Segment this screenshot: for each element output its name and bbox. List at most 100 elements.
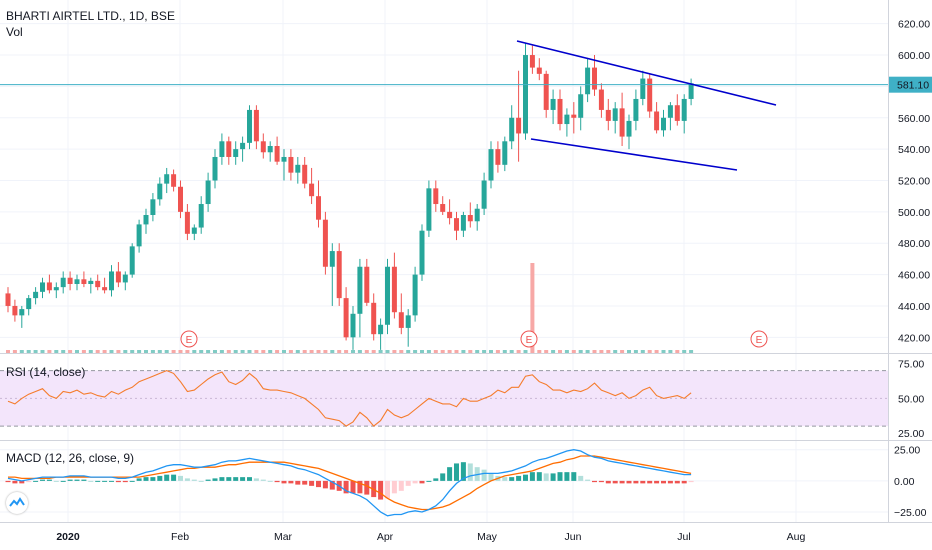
candle-body (357, 266, 363, 314)
macd-histogram-bar (536, 472, 542, 481)
candle-body (454, 218, 459, 231)
price-tick-label: 440.00 (898, 301, 930, 313)
candle-body (564, 114, 570, 125)
price-tick-label: 600.00 (898, 50, 930, 62)
volume-bar (206, 350, 211, 353)
macd-histogram-bar (654, 480, 660, 484)
macd-histogram-bar (219, 477, 225, 481)
price-tick-label: 560.00 (898, 113, 930, 125)
volume-bar (40, 350, 45, 353)
volume-bar (627, 350, 631, 353)
volume-bar (330, 350, 335, 353)
macd-histogram-bar (157, 475, 163, 481)
candle-body (647, 78, 653, 112)
volume-bar (144, 350, 148, 353)
earnings-marker-label: E (186, 335, 193, 346)
volume-bar (475, 350, 480, 353)
candle-body (33, 291, 39, 299)
volume-bar (295, 350, 300, 353)
candle-body (26, 298, 32, 310)
volume-bar (578, 350, 583, 353)
macd-histogram-bar (550, 473, 556, 481)
volume-bar (323, 350, 328, 353)
volume-bar (178, 350, 183, 353)
volume-bar (426, 350, 431, 353)
candle-body (60, 277, 66, 288)
price-tick-label: 540.00 (898, 144, 930, 156)
candle-body (5, 293, 11, 306)
volume-bar (413, 350, 418, 353)
macd-histogram-bar (350, 480, 356, 494)
macd-histogram-bar (129, 480, 135, 482)
volume-bar (668, 350, 673, 353)
candle-body (598, 89, 604, 110)
volume-bar (406, 350, 411, 353)
macd-histogram-bar (529, 472, 535, 481)
macd-tick-label: 25.00 (894, 445, 920, 457)
volume-bar (654, 350, 659, 353)
price-tick-label: 500.00 (898, 207, 930, 219)
macd-histogram-bar (143, 477, 149, 481)
candle-body (529, 55, 535, 68)
macd-histogram-bar (467, 463, 473, 481)
candle-body (674, 105, 680, 121)
candle-body (619, 108, 625, 137)
volume-bar (109, 350, 114, 353)
macd-histogram-bar (74, 479, 80, 481)
macd-histogram-bar (674, 480, 680, 484)
last-price-badge-label: 581.10 (897, 80, 929, 92)
macd-histogram-bar (592, 480, 597, 483)
time-tick-label: Aug (787, 531, 806, 543)
last-price-badge (889, 76, 932, 93)
candle-body (302, 164, 308, 184)
price-tick-label: 620.00 (898, 19, 930, 31)
candle-body (164, 174, 170, 184)
candle-body (115, 271, 121, 283)
macd-histogram-bar (12, 480, 18, 484)
macd-histogram-bar (633, 480, 639, 484)
macd-histogram-bar (612, 480, 618, 484)
volume-bar (102, 350, 107, 353)
candle-body (585, 67, 591, 95)
volume-bar (392, 350, 397, 353)
time-tick-label: Mar (274, 531, 293, 543)
volume-bar (344, 350, 349, 353)
volume-bar (192, 350, 197, 353)
volume-bar (647, 350, 652, 353)
macd-tick-label: 0.00 (894, 476, 915, 488)
candle-body (74, 279, 80, 284)
macd-histogram-bar (26, 480, 32, 483)
candle-body (316, 196, 321, 220)
candle-body (212, 156, 218, 181)
candle-body (40, 282, 45, 292)
volume-bar (675, 350, 680, 353)
candle-body (281, 156, 287, 162)
macd-histogram-bar (191, 479, 197, 481)
volume-bar (454, 350, 459, 353)
macd-histogram-bar (619, 480, 625, 484)
macd-histogram-bar (433, 478, 439, 481)
candle-body (322, 219, 328, 267)
tradingview-logo[interactable] (6, 492, 28, 514)
earnings-marker-label: E (756, 335, 763, 346)
macd-histogram-bar (329, 480, 335, 490)
candle-body (260, 141, 266, 153)
volume-bar (240, 350, 245, 353)
macd-histogram-bar (53, 480, 59, 482)
volume-bar (275, 350, 280, 353)
candle-body (274, 146, 280, 162)
macd-histogram-bar (102, 480, 108, 482)
volume-bar (620, 350, 625, 353)
candle-body (447, 211, 453, 219)
candle-body (626, 120, 632, 137)
volume-bar (530, 263, 535, 353)
candle-body (440, 204, 446, 212)
volume-bar (385, 350, 390, 353)
rsi-line (7, 370, 692, 427)
macd-histogram-bar (398, 480, 404, 491)
candle-body (157, 183, 163, 200)
candle-body (247, 109, 252, 143)
macd-histogram-bar (481, 469, 487, 481)
volume-bar (502, 350, 507, 353)
